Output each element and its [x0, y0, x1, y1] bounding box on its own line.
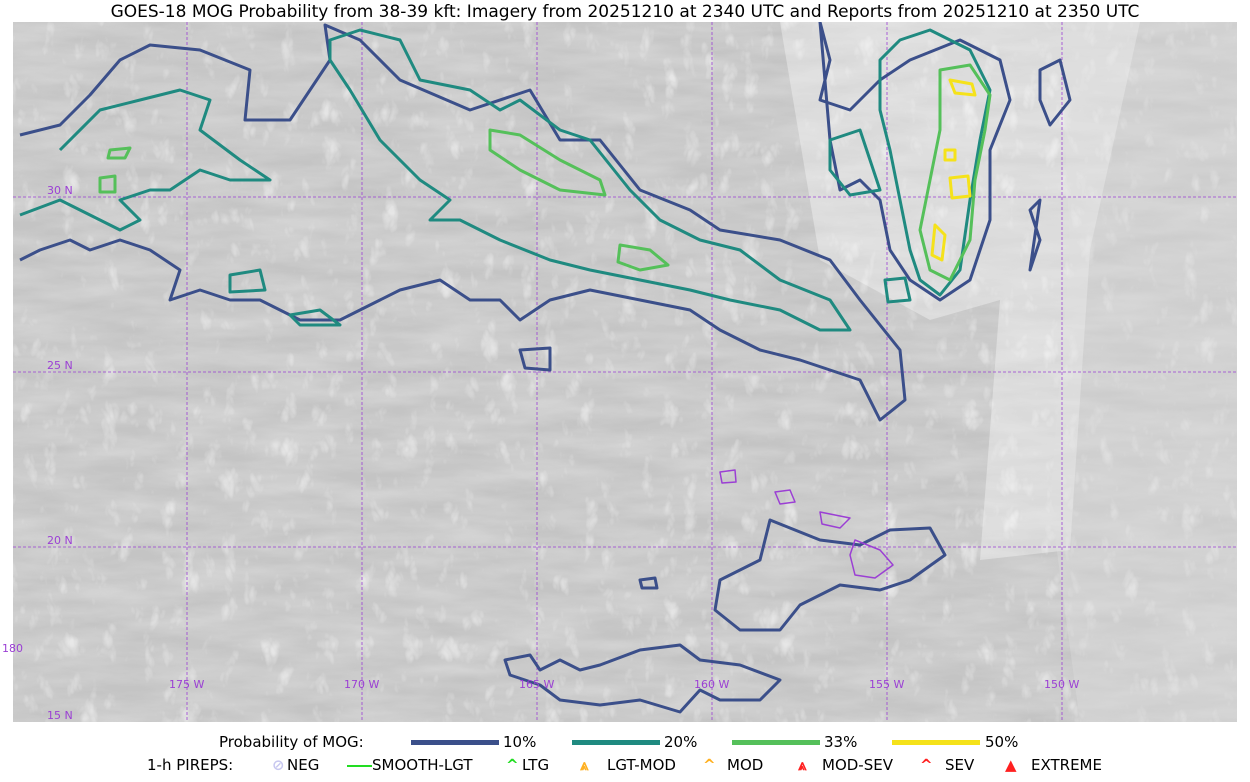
contour-33pct — [106, 146, 132, 160]
contour-10pct — [1028, 198, 1042, 272]
probability-legend-title: Probability of MOG: — [219, 733, 364, 751]
contour-50pct — [930, 223, 947, 262]
longitude-label: 175 W — [169, 678, 204, 691]
contour-island — [719, 469, 737, 484]
contour-10pct — [638, 576, 659, 590]
pirep-label: EXTREME — [1031, 756, 1102, 774]
caret-bar-icon: ⩓ — [580, 756, 589, 774]
pirep-label: LGT-MOD — [607, 756, 676, 774]
contour-island — [774, 489, 796, 505]
legend-swatch — [892, 740, 980, 745]
contour-33pct — [488, 128, 607, 197]
contour-10pct — [518, 346, 552, 372]
neg-icon: ⊘ — [272, 756, 285, 774]
double-caret-bar-icon: ⩓ — [798, 756, 807, 774]
contour-10pct — [818, 22, 1012, 302]
legend-label: 10% — [503, 733, 537, 751]
contour-10pct — [19, 23, 907, 422]
contour-20pct — [878, 28, 992, 297]
latitude-label: 15 N — [47, 709, 73, 722]
pirep-label: MOD — [727, 756, 764, 774]
contour-20pct — [883, 276, 912, 304]
contour-20pct — [19, 88, 272, 232]
legend-swatch — [732, 740, 820, 745]
grid-labels: 30 N 25 N 20 N 15 N 180 175 W 170 W 165 W 160 W 1… — [2, 184, 1079, 722]
caret-icon: ^ — [703, 756, 716, 774]
double-caret-icon: ^ — [920, 756, 933, 774]
contour-island — [849, 539, 894, 579]
contour-10pct — [713, 518, 947, 632]
legend-label: 33% — [824, 733, 858, 751]
pirep-label: LTG — [522, 756, 550, 774]
legend-label: 50% — [985, 733, 1019, 751]
pirep-label: SEV — [945, 756, 975, 774]
contour-20pct — [828, 128, 882, 197]
contour-20pct — [328, 28, 852, 332]
probability-contours — [19, 22, 1072, 714]
legend-label: 20% — [664, 733, 698, 751]
contour-33pct — [616, 243, 670, 272]
pirep-label: SMOOTH-LGT — [372, 756, 473, 774]
contour-50pct — [948, 174, 972, 200]
contour-island — [819, 511, 851, 529]
longitude-label: 170 W — [344, 678, 379, 691]
pirep-label: NEG — [287, 756, 320, 774]
line-icon — [347, 765, 372, 767]
contour-50pct — [948, 78, 977, 97]
probability-legend: Probability of MOG: 10% 20% 33% 50% — [0, 733, 1250, 753]
longitude-label: 155 W — [869, 678, 904, 691]
longitude-label: 180 — [2, 642, 23, 655]
contour-33pct — [98, 174, 117, 194]
pirep-legend: 1-h PIREPS: ⊘ NEG SMOOTH-LGT ^ LTG ⩓ LGT-MOD ^ M… — [0, 756, 1250, 776]
longitude-label: 150 W — [1044, 678, 1079, 691]
contour-10pct — [1038, 58, 1072, 127]
contour-20pct — [288, 308, 342, 327]
latitude-label: 30 N — [47, 184, 73, 197]
contour-10pct — [503, 643, 782, 714]
longitude-label: 160 W — [694, 678, 729, 691]
pirep-label: MOD-SEV — [822, 756, 893, 774]
latitude-label: 20 N — [47, 534, 73, 547]
contour-33pct — [918, 63, 992, 282]
contour-20pct — [228, 268, 267, 294]
legend-swatch — [572, 740, 660, 745]
legend-swatch — [411, 740, 499, 745]
latitude-label: 25 N — [47, 359, 73, 372]
caret-icon: ^ — [506, 756, 519, 774]
contour-50pct — [943, 148, 957, 162]
longitude-label: 165 W — [519, 678, 554, 691]
pirep-legend-title: 1-h PIREPS: — [147, 756, 234, 774]
map-title: GOES-18 MOG Probability from 38-39 kft: … — [110, 2, 1140, 22]
filled-triangle-icon: ▲ — [1005, 756, 1017, 774]
